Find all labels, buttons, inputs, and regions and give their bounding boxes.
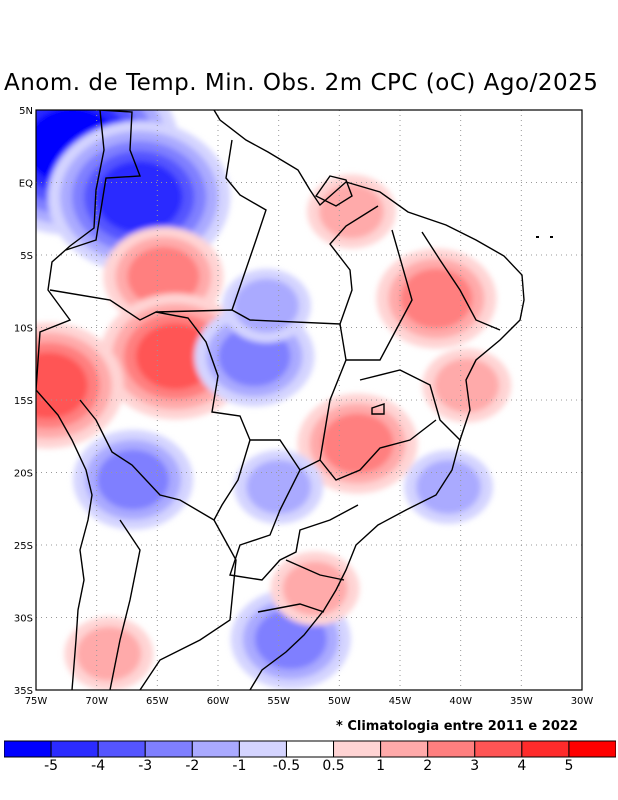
colorbar-label: 5 [564, 758, 574, 774]
colorbar-swatch [380, 740, 429, 758]
lon-tick-label: 30W [571, 696, 594, 707]
border [257, 603, 325, 613]
lon-tick-label: 70W [85, 696, 108, 707]
lat-tick-label: 15S [14, 396, 33, 407]
colorbar-swatch [474, 740, 523, 758]
lon-tick-label: 65W [146, 696, 169, 707]
border [109, 519, 141, 690]
map-title: Anom. de Temp. Min. Obs. 2m CPC (oC) Ago… [4, 70, 599, 96]
coastline-and-borders [36, 110, 525, 690]
colorbar-swatch [4, 740, 52, 758]
lat-tick-label: 35S [14, 686, 33, 697]
colorbar-label: -5 [44, 758, 59, 774]
anomaly-contour [234, 278, 299, 333]
lat-tick-label: 20S [14, 469, 33, 480]
colorbar-label: -4 [91, 758, 106, 774]
island [550, 236, 553, 238]
border [65, 110, 141, 251]
anomaly-contour [246, 460, 312, 514]
border [371, 403, 385, 415]
lat-tick-label: EQ [19, 179, 33, 190]
lat-lon-grid [36, 110, 582, 690]
anomaly-contour [135, 323, 216, 390]
lon-tick-label: 40W [449, 696, 472, 707]
lat-tick-label: 10S [14, 324, 33, 335]
border [285, 559, 345, 581]
colorbar-swatch [144, 740, 193, 758]
colorbar-swatch [568, 740, 616, 758]
colorbar [4, 740, 616, 758]
anomaly-contour [76, 626, 142, 681]
lat-tick-label: 25S [14, 541, 33, 552]
anomaly-contour [36, 352, 88, 419]
climatology-footnote: * Climatologia entre 2011 e 2022 [336, 719, 578, 734]
anomaly-contour [97, 449, 170, 510]
border [139, 519, 237, 690]
colorbar-swatch [97, 740, 146, 758]
anomaly-contour [127, 246, 200, 307]
lat-tick-label: 30S [14, 614, 33, 625]
colorbar-label: 0.5 [322, 758, 345, 774]
border [155, 205, 379, 325]
lon-tick-label: 60W [207, 696, 230, 707]
anomaly-contour [319, 184, 384, 239]
colorbar-label: -0.5 [272, 758, 301, 774]
border [229, 323, 359, 581]
colorbar-label: 4 [517, 758, 527, 774]
lon-tick-label: 50W [328, 696, 351, 707]
border [250, 439, 301, 471]
border [319, 419, 437, 481]
anomaly-contour [416, 460, 481, 514]
border [346, 229, 413, 361]
colorbar-swatch [521, 740, 570, 758]
colorbar-swatch [333, 740, 382, 758]
colorbar-swatch [238, 740, 287, 758]
anomaly-contour [95, 161, 183, 233]
anomaly-contour [321, 413, 394, 474]
lon-tick-label: 45W [389, 696, 412, 707]
plot-frame [35, 109, 583, 691]
colorbar-swatch [191, 740, 240, 758]
colorbar-label: -1 [232, 758, 247, 774]
colorbar-label: -3 [138, 758, 153, 774]
colorbar-label: 2 [423, 758, 433, 774]
border [421, 231, 501, 331]
lat-tick-label: 5N [19, 106, 33, 117]
colorbar-label: -2 [185, 758, 200, 774]
colorbar-swatch [50, 740, 99, 758]
lon-tick-label: 35W [510, 696, 533, 707]
island [536, 236, 539, 238]
axis-labels: 75W 70W 65W 60W 55W 50W 45W 40W 35W 30W 5N EQ 5S 10S 1… [14, 106, 593, 707]
coastline [36, 110, 105, 690]
border [225, 139, 267, 311]
colorbar-label: 1 [376, 758, 386, 774]
lon-tick-label: 55W [267, 696, 290, 707]
anomaly-contour [400, 268, 473, 329]
lat-tick-label: 5S [20, 251, 33, 262]
colorbar-swatch [285, 740, 335, 758]
coastline [213, 110, 525, 690]
colorbar-swatch [427, 740, 476, 758]
lon-tick-label: 75W [25, 696, 48, 707]
anomaly-contour [282, 561, 348, 616]
border [314, 175, 353, 207]
border [359, 369, 461, 441]
colorbar-label: 3 [470, 758, 480, 774]
